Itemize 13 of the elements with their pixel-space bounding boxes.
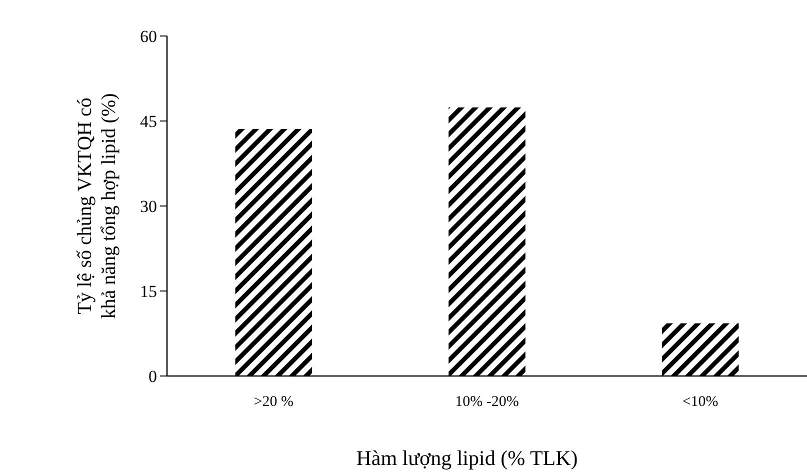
- x-axis-title: Hàm lượng lipid (% TLK): [356, 446, 578, 470]
- x-tick-label: 10% -20%: [455, 394, 519, 410]
- y-tick-label: 15: [140, 282, 157, 301]
- y-axis-title: Tỷ lệ số chủng VKTQH có khả năng tổng hợp lipid (%): [74, 93, 120, 319]
- y-tick-label: 45: [140, 112, 157, 131]
- bar: [235, 128, 312, 376]
- y-tick-label: 0: [148, 366, 157, 386]
- y-tick-label: 30: [140, 196, 157, 216]
- x-tick-label: >20 %: [254, 394, 294, 410]
- y-tick-label: 60: [140, 26, 157, 46]
- bar: [448, 107, 526, 376]
- x-tick-label: <10%: [682, 394, 718, 410]
- bar: [662, 323, 739, 376]
